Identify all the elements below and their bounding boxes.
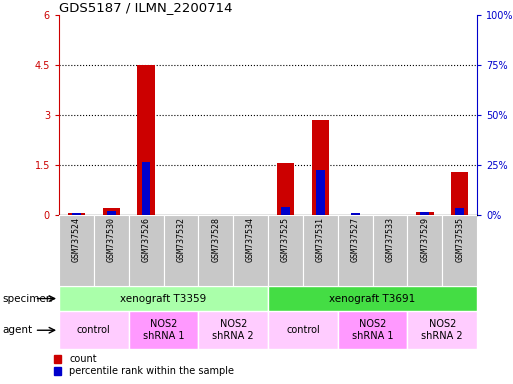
Bar [142, 162, 150, 215]
Bar [199, 311, 268, 349]
Bar [407, 215, 442, 286]
Text: GSM737530: GSM737530 [107, 217, 116, 262]
Bar [338, 215, 372, 286]
Bar [137, 65, 155, 215]
Bar [199, 215, 233, 286]
Text: GSM737524: GSM737524 [72, 217, 81, 262]
Text: GSM737531: GSM737531 [316, 217, 325, 262]
Text: xenograft T3691: xenograft T3691 [329, 293, 416, 304]
Text: control: control [286, 325, 320, 335]
Bar [311, 120, 329, 215]
Text: control: control [77, 325, 111, 335]
Bar [407, 311, 477, 349]
Bar [164, 215, 199, 286]
Legend: count, percentile rank within the sample: count, percentile rank within the sample [53, 354, 234, 376]
Text: GSM737527: GSM737527 [351, 217, 360, 262]
Text: GSM737526: GSM737526 [142, 217, 151, 262]
Bar [268, 311, 338, 349]
Bar [68, 213, 85, 215]
Bar [442, 215, 477, 286]
Text: GSM737535: GSM737535 [455, 217, 464, 262]
Text: specimen: specimen [3, 293, 53, 304]
Bar [316, 170, 325, 215]
Bar [59, 311, 129, 349]
Bar [129, 215, 164, 286]
Bar [72, 213, 81, 215]
Bar [59, 286, 268, 311]
Bar [281, 207, 290, 215]
Bar [59, 215, 94, 286]
Bar [416, 212, 433, 215]
Bar [268, 215, 303, 286]
Bar [103, 208, 120, 215]
Text: GSM737532: GSM737532 [176, 217, 185, 262]
Bar [268, 286, 477, 311]
Bar [451, 172, 468, 215]
Bar [351, 213, 360, 215]
Text: agent: agent [3, 325, 33, 335]
Bar [107, 211, 115, 215]
Text: NOS2
shRNA 2: NOS2 shRNA 2 [212, 319, 254, 341]
Bar [372, 215, 407, 286]
Text: NOS2
shRNA 1: NOS2 shRNA 1 [352, 319, 393, 341]
Text: GSM737534: GSM737534 [246, 217, 255, 262]
Text: GSM737525: GSM737525 [281, 217, 290, 262]
Text: xenograft T3359: xenograft T3359 [121, 293, 207, 304]
Text: GDS5187 / ILMN_2200714: GDS5187 / ILMN_2200714 [59, 1, 232, 14]
Bar [338, 311, 407, 349]
Text: NOS2
shRNA 2: NOS2 shRNA 2 [422, 319, 463, 341]
Bar [233, 215, 268, 286]
Bar [421, 212, 429, 215]
Bar [129, 311, 199, 349]
Text: NOS2
shRNA 1: NOS2 shRNA 1 [143, 319, 184, 341]
Text: GSM737528: GSM737528 [211, 217, 220, 262]
Bar [456, 209, 464, 215]
Text: GSM737529: GSM737529 [420, 217, 429, 262]
Text: GSM737533: GSM737533 [385, 217, 394, 262]
Bar [277, 164, 294, 215]
Bar [94, 215, 129, 286]
Bar [303, 215, 338, 286]
